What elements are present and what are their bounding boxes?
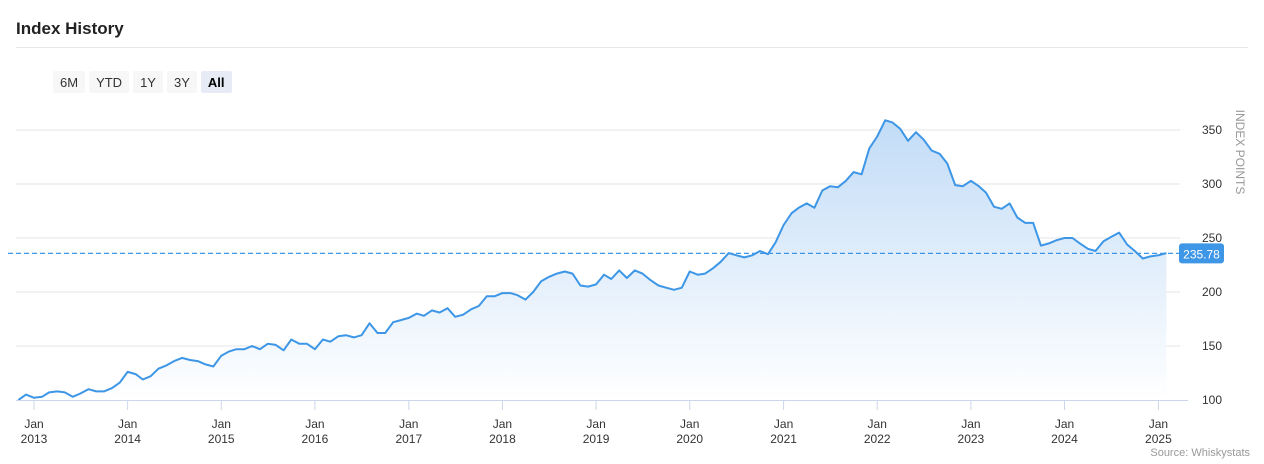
range-button-3y[interactable]: 3Y bbox=[166, 71, 197, 93]
x-tick-label-year: 2017 bbox=[395, 432, 422, 446]
x-tick-label-year: 2022 bbox=[864, 432, 891, 446]
title-divider bbox=[16, 47, 1248, 48]
x-tick-label-year: 2014 bbox=[114, 432, 141, 446]
x-tick-label-year: 2016 bbox=[302, 432, 329, 446]
series-area-group bbox=[17, 119, 1167, 401]
x-tick-label-month: Jan bbox=[118, 417, 137, 431]
x-tick-label-year: 2019 bbox=[583, 432, 610, 446]
x-tick-label-year: 2013 bbox=[21, 432, 48, 446]
x-tick-label-month: Jan bbox=[868, 417, 887, 431]
page-title: Index History bbox=[16, 19, 124, 38]
credits: Source: Whiskystats bbox=[1150, 447, 1250, 459]
x-tick-label-month: Jan bbox=[493, 417, 512, 431]
x-tick-label-year: 2021 bbox=[770, 432, 797, 446]
series-line bbox=[17, 119, 1167, 401]
x-tick-label-year: 2024 bbox=[1051, 432, 1078, 446]
range-button-ytd[interactable]: YTD bbox=[89, 71, 130, 93]
x-tick-label-month: Jan bbox=[961, 417, 980, 431]
current-value-label: 235.78 bbox=[1183, 247, 1220, 261]
x-tick-label-year: 2015 bbox=[208, 432, 235, 446]
y-tick-label-150: 150 bbox=[1202, 339, 1222, 353]
x-tick-label-month: Jan bbox=[212, 417, 231, 431]
current-value-badge bbox=[1179, 243, 1224, 264]
x-tick-label-month: Jan bbox=[305, 417, 324, 431]
y-tick-label-300: 300 bbox=[1202, 177, 1222, 191]
series-area-fill bbox=[18, 120, 1167, 401]
x-tick-label-month: Jan bbox=[586, 417, 605, 431]
x-tick-label-month: Jan bbox=[774, 417, 793, 431]
y-tick-label-100: 100 bbox=[1202, 393, 1222, 407]
current-value-marker: 235.78 bbox=[8, 243, 1224, 264]
x-tick-label-month: Jan bbox=[24, 417, 43, 431]
range-button-all[interactable]: All bbox=[200, 71, 232, 93]
y-axis-title: INDEX POINTS bbox=[1233, 110, 1247, 195]
x-tick-label-month: Jan bbox=[1149, 417, 1168, 431]
range-button-1y[interactable]: 1Y bbox=[133, 71, 163, 93]
y-tick-label-200: 200 bbox=[1202, 285, 1222, 299]
x-tick-label-year: 2020 bbox=[676, 432, 703, 446]
range-button-6m[interactable]: 6M bbox=[53, 71, 86, 93]
x-tick-label-month: Jan bbox=[680, 417, 699, 431]
range-selector: 6M YTD 1Y 3Y All bbox=[53, 71, 232, 93]
y-tick-label-250: 250 bbox=[1202, 231, 1222, 245]
x-tick-label-year: 2025 bbox=[1145, 432, 1172, 446]
x-tick-label-year: 2023 bbox=[958, 432, 985, 446]
y-tick-label-350: 350 bbox=[1202, 123, 1222, 137]
x-tick-label-month: Jan bbox=[399, 417, 418, 431]
x-tick-label-year: 2018 bbox=[489, 432, 516, 446]
x-axis: Jan2013Jan2014Jan2015Jan2016Jan2017Jan20… bbox=[16, 400, 1188, 446]
y-axis: 100 150 200 250 300 350 INDEX POINTS bbox=[1202, 110, 1247, 407]
x-tick-label-month: Jan bbox=[1055, 417, 1074, 431]
